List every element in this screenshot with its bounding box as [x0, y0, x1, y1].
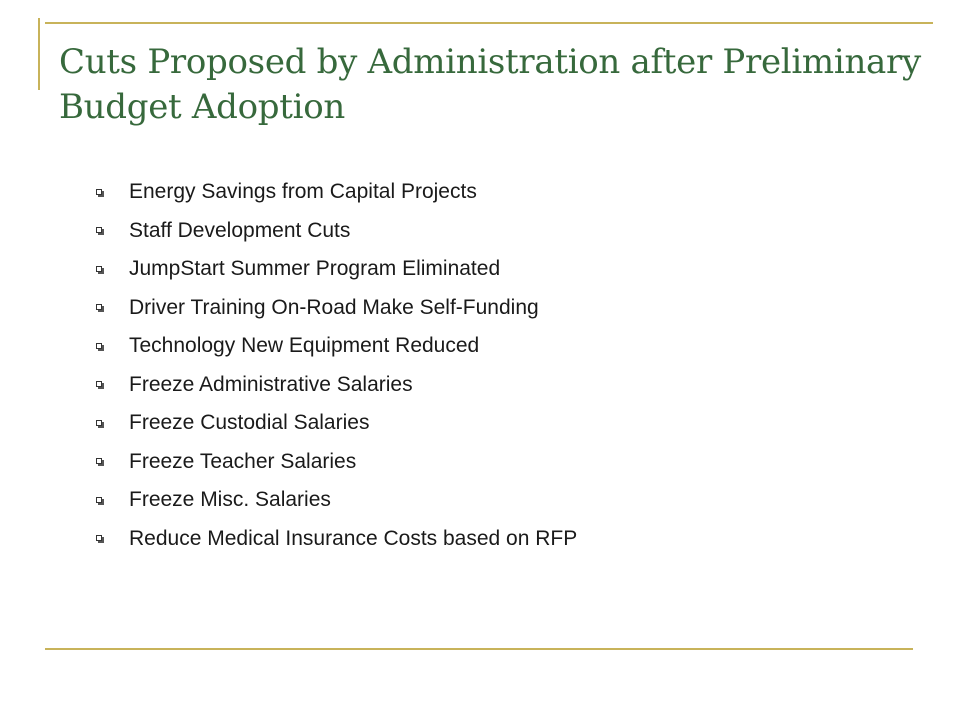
hollow-square-bullet-icon: [96, 188, 105, 198]
bottom-divider: [45, 648, 913, 650]
hollow-square-bullet-icon: [96, 304, 105, 313]
bullet-item: Driver Training On-Road Make Self-Fundin…: [96, 289, 916, 328]
bullet-text: Driver Training On-Road Make Self-Fundin…: [129, 295, 539, 319]
bullet-item: JumpStart Summer Program Eliminated: [96, 250, 916, 289]
hollow-square-bullet-icon: [96, 419, 105, 429]
hollow-square-bullet-icon: [96, 381, 105, 390]
top-divider: [45, 22, 933, 24]
bullet-text: Freeze Teacher Salaries: [129, 449, 357, 473]
bullet-list: Energy Savings from Capital Projects Sta…: [96, 173, 916, 558]
bullet-item: Freeze Administrative Salaries: [96, 366, 916, 405]
bullet-item: Freeze Misc. Salaries: [96, 481, 916, 520]
bullet-text: Freeze Misc. Salaries: [129, 488, 331, 512]
hollow-square-bullet-icon: [96, 458, 105, 467]
bullet-item: Technology New Equipment Reduced: [96, 327, 916, 366]
left-accent-divider: [38, 18, 40, 90]
bullet-text: Energy Savings from Capital Projects: [129, 180, 477, 204]
bullet-item: Freeze Custodial Salaries: [96, 404, 916, 443]
slide-title: Cuts Proposed by Administration after Pr…: [59, 42, 921, 127]
hollow-square-bullet-icon: [96, 496, 105, 506]
bullet-item: Freeze Teacher Salaries: [96, 443, 916, 482]
bullet-text: Freeze Custodial Salaries: [129, 411, 370, 435]
bullet-text: Technology New Equipment Reduced: [129, 334, 480, 358]
bullet-text: Reduce Medical Insurance Costs based on …: [129, 526, 578, 550]
bullet-text: Freeze Administrative Salaries: [129, 372, 413, 396]
bullet-text: Staff Development Cuts: [129, 218, 351, 242]
hollow-square-bullet-icon: [96, 265, 105, 275]
hollow-square-bullet-icon: [96, 227, 105, 236]
hollow-square-bullet-icon: [96, 535, 105, 544]
bullet-text: JumpStart Summer Program Eliminated: [129, 257, 501, 281]
bullet-item: Reduce Medical Insurance Costs based on …: [96, 520, 916, 559]
hollow-square-bullet-icon: [96, 342, 105, 352]
bullet-item: Energy Savings from Capital Projects: [96, 173, 916, 212]
bullet-item: Staff Development Cuts: [96, 212, 916, 251]
